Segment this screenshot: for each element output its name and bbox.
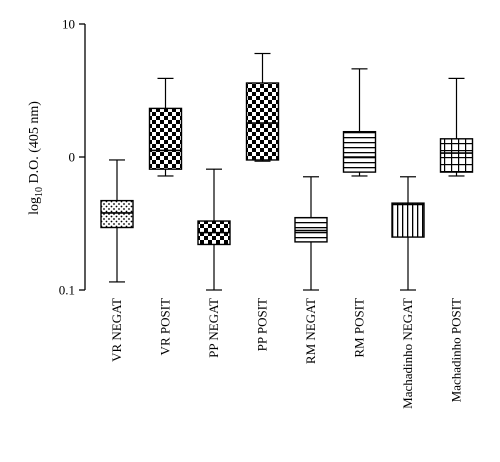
x-tick-label: PP POSIT [255,298,270,351]
x-tick-label: RM NEGAT [303,298,318,364]
box-iqr [391,202,425,238]
x-tick-label: PP NEGAT [206,298,221,358]
box-6 [342,68,377,177]
y-tick-label: 0.1 [59,283,75,298]
y-tick-label: 10 [62,17,75,32]
box-iqr [148,107,183,170]
x-tick-label: VR POSIT [158,298,173,355]
box-2 [148,77,183,177]
y-ticks: 10 0 0.1 [59,17,85,298]
box-iqr [342,130,377,173]
box-1 [100,159,134,283]
box-4 [245,52,280,162]
box-7 [391,176,425,291]
x-tick-label: Machadinho NEGAT [400,298,415,409]
y-axis-label-suffix: D.O. (405 nm) [27,101,42,187]
x-tick-label: RM POSIT [352,298,367,358]
x-tick-label: VR NEGAT [109,298,124,362]
box-iqr [439,138,474,173]
box-3 [197,168,231,291]
box-5 [294,176,328,291]
box-group [100,52,474,291]
x-tick-labels: VR NEGAT VR POSIT PP NEGAT PP POSIT RM NEGAT… [109,298,464,409]
box-iqr [245,82,280,161]
y-axis-label-prefix: log [27,197,42,215]
box-iqr [100,199,134,229]
y-tick-label: 0 [69,150,76,165]
x-tick-label: Machadinho POSIT [449,298,464,402]
y-axis-label-subscript: 10 [34,187,45,197]
box-8 [439,77,474,177]
y-axis-label: log10 D.O. (405 nm) [27,101,45,215]
